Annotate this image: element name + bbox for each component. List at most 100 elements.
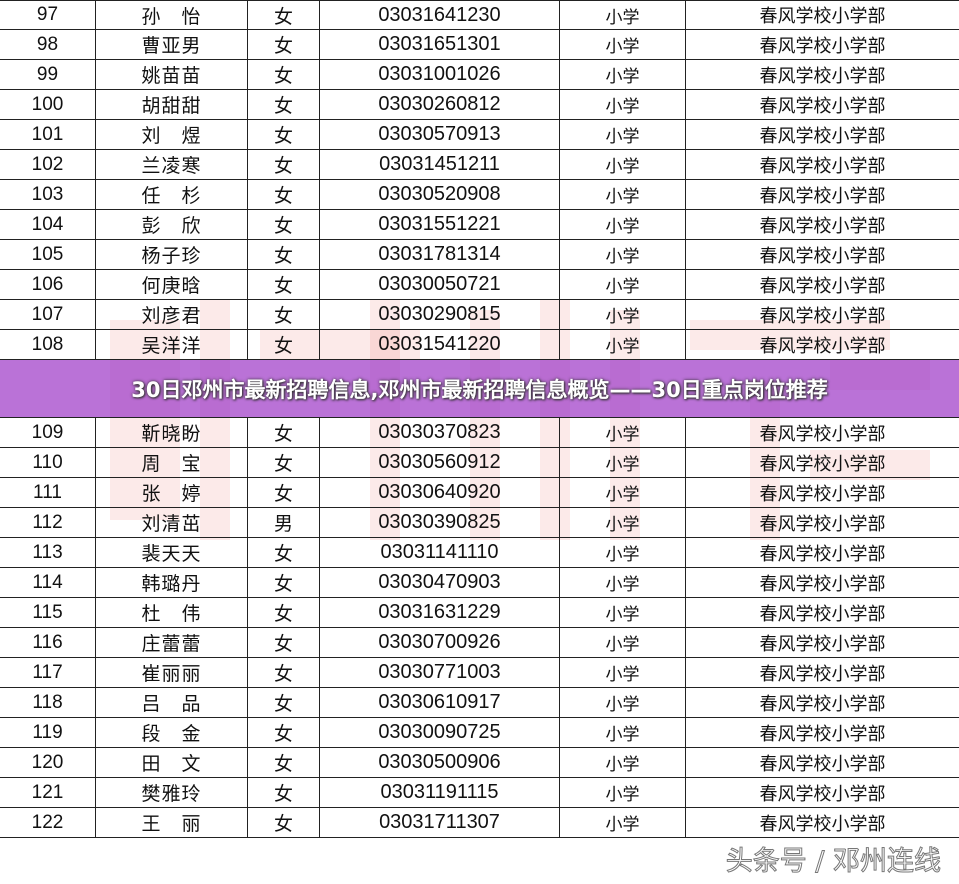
cell-gender: 女 xyxy=(248,270,320,299)
table-row: 115 杜 伟女 03031631229 小学 春风学校小学部 xyxy=(0,598,959,628)
cell-level: 小学 xyxy=(560,508,686,537)
cell-num: 114 xyxy=(0,568,96,597)
cell-school: 春风学校小学部 xyxy=(759,95,886,117)
cell-level: 小学 xyxy=(560,270,686,299)
cell-level: 小学 xyxy=(560,628,686,657)
cell-id: 03030390825 xyxy=(320,508,560,537)
cell-name: 刘 煜 xyxy=(96,120,248,149)
cell-school: 春风学校小学部 xyxy=(759,783,886,805)
cell-school: 春风学校小学部 xyxy=(759,423,886,445)
cell-school: 春风学校小学部 xyxy=(759,483,886,505)
cell-gender: 女 xyxy=(248,598,320,627)
cell-school: 春风学校小学部 xyxy=(759,663,886,685)
cell-gender: 女 xyxy=(248,658,320,687)
cell-id: 03030560912 xyxy=(320,448,560,477)
cell-school: 春风学校小学部 xyxy=(759,723,886,745)
cell-name: 裴天天 xyxy=(96,538,248,567)
cell-num: 106 xyxy=(0,270,96,299)
cell-gender: 女 xyxy=(248,688,320,717)
cell-gender: 女 xyxy=(248,568,320,597)
table-row: 106 何庚晗女 03030050721 小学 春风学校小学部 xyxy=(0,270,959,300)
cell-gender: 女 xyxy=(248,180,320,209)
table-row: 101 刘 煜女 03030570913 小学 春风学校小学部 xyxy=(0,120,959,150)
cell-id: 03031781314 xyxy=(320,240,560,269)
cell-id: 03030700926 xyxy=(320,628,560,657)
cell-gender: 女 xyxy=(248,1,320,29)
table-row: 117 崔丽丽女 03030771003 小学 春风学校小学部 xyxy=(0,658,959,688)
cell-school: 春风学校小学部 xyxy=(759,155,886,177)
cell-level: 小学 xyxy=(560,120,686,149)
cell-num: 100 xyxy=(0,90,96,119)
cell-id: 03030470903 xyxy=(320,568,560,597)
cell-num: 97 xyxy=(0,1,96,29)
table-row: 104 彭 欣女 03031551221 小学 春风学校小学部 xyxy=(0,210,959,240)
cell-school: 春风学校小学部 xyxy=(759,603,886,625)
cell-gender: 女 xyxy=(248,478,320,507)
cell-gender: 女 xyxy=(248,300,320,329)
cell-school: 春风学校小学部 xyxy=(759,275,886,297)
cell-num: 104 xyxy=(0,210,96,239)
cell-school: 春风学校小学部 xyxy=(759,693,886,715)
cell-num: 108 xyxy=(0,330,96,359)
table-row: 121 樊雅玲女 03031191115 小学 春风学校小学部 xyxy=(0,778,959,808)
cell-school: 春风学校小学部 xyxy=(759,305,886,327)
table-row: 97 孙 怡女 03031641230 小学 春风学校小学部 xyxy=(0,0,959,30)
cell-level: 小学 xyxy=(560,448,686,477)
cell-level: 小学 xyxy=(560,778,686,807)
cell-school: 春风学校小学部 xyxy=(759,215,886,237)
cell-name: 吴洋洋 xyxy=(96,330,248,359)
cell-name: 何庚晗 xyxy=(96,270,248,299)
cell-id: 03030290815 xyxy=(320,300,560,329)
cell-school: 春风学校小学部 xyxy=(759,185,886,207)
cell-id: 03031551221 xyxy=(320,210,560,239)
cell-id: 03031541220 xyxy=(320,330,560,359)
cell-gender: 女 xyxy=(248,120,320,149)
cell-id: 03030570913 xyxy=(320,120,560,149)
table-row: 111 张 婷女 03030640920 小学 春风学校小学部 xyxy=(0,478,959,508)
cell-level: 小学 xyxy=(560,748,686,777)
cell-school: 春风学校小学部 xyxy=(759,753,886,775)
cell-level: 小学 xyxy=(560,538,686,567)
cell-school: 春风学校小学部 xyxy=(759,813,886,835)
cell-school: 春风学校小学部 xyxy=(759,125,886,147)
cell-name: 刘清茁 xyxy=(96,508,248,537)
cell-name: 王 丽 xyxy=(96,808,248,837)
cell-name: 段 金 xyxy=(96,718,248,747)
cell-num: 102 xyxy=(0,150,96,179)
table-row: 122 王 丽女 03031711307 小学 春风学校小学部 xyxy=(0,808,959,838)
cell-level: 小学 xyxy=(560,210,686,239)
cell-id: 03031631229 xyxy=(320,598,560,627)
cell-school: 春风学校小学部 xyxy=(759,513,886,535)
cell-num: 101 xyxy=(0,120,96,149)
table-row: 100 胡甜甜女 03030260812 小学 春风学校小学部 xyxy=(0,90,959,120)
cell-level: 小学 xyxy=(560,240,686,269)
table-row: 99 姚苗苗女 03031001026 小学 春风学校小学部 xyxy=(0,60,959,90)
cell-gender: 女 xyxy=(248,418,320,447)
cell-school: 春风学校小学部 xyxy=(759,245,886,267)
cell-num: 111 xyxy=(0,478,96,507)
cell-gender: 女 xyxy=(248,448,320,477)
table-row: 110 周 宝女 03030560912 小学 春风学校小学部 xyxy=(0,448,959,478)
cell-school: 春风学校小学部 xyxy=(759,573,886,595)
cell-level: 小学 xyxy=(560,330,686,359)
table-row: 109 靳晓盼女 03030370823 小学 春风学校小学部 xyxy=(0,418,959,448)
cell-gender: 女 xyxy=(248,210,320,239)
cell-name: 庄蕾蕾 xyxy=(96,628,248,657)
cell-id: 03031141110 xyxy=(320,538,560,567)
cell-id: 03031451211 xyxy=(320,150,560,179)
cell-id: 03030520908 xyxy=(320,180,560,209)
cell-name: 张 婷 xyxy=(96,478,248,507)
table-row: 118 吕 品女 03030610917 小学 春风学校小学部 xyxy=(0,688,959,718)
table-row: 105 杨子珍女 03031781314 小学 春风学校小学部 xyxy=(0,240,959,270)
cell-level: 小学 xyxy=(560,90,686,119)
table-row: 98 曹亚男女 03031651301 小学 春风学校小学部 xyxy=(0,30,959,60)
cell-level: 小学 xyxy=(560,718,686,747)
cell-name: 吕 品 xyxy=(96,688,248,717)
cell-gender: 女 xyxy=(248,240,320,269)
cell-gender: 女 xyxy=(248,60,320,89)
cell-num: 107 xyxy=(0,300,96,329)
cell-school: 春风学校小学部 xyxy=(759,543,886,565)
cell-name: 曹亚男 xyxy=(96,30,248,59)
cell-gender: 女 xyxy=(248,90,320,119)
cell-gender: 女 xyxy=(248,330,320,359)
